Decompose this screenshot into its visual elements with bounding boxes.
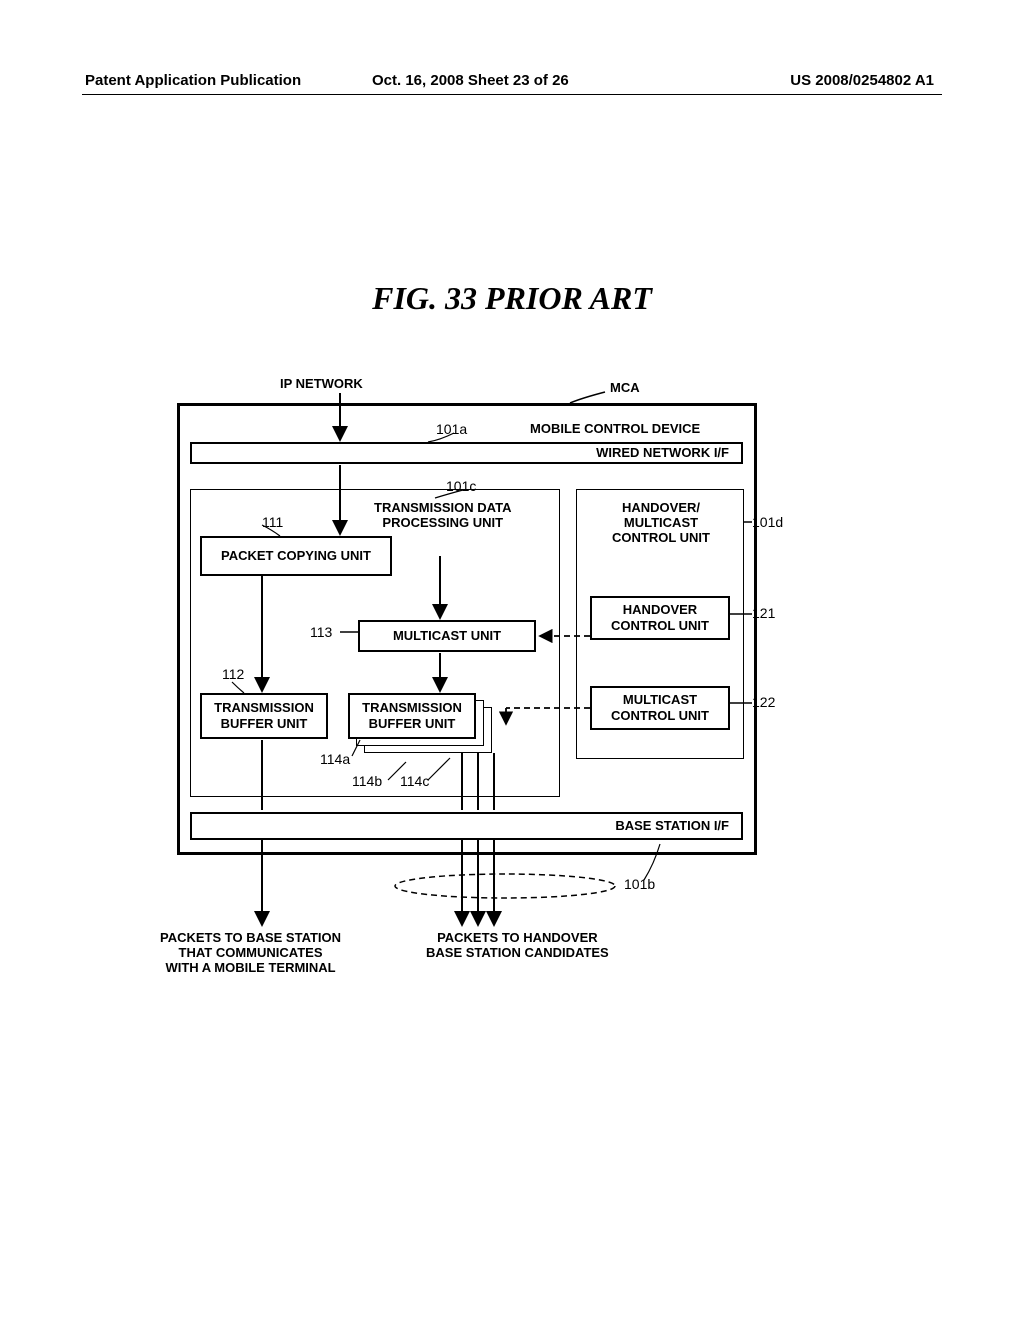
page: Patent Application Publication Oct. 16, … <box>0 0 1024 1320</box>
arrows-svg <box>0 0 1024 1320</box>
